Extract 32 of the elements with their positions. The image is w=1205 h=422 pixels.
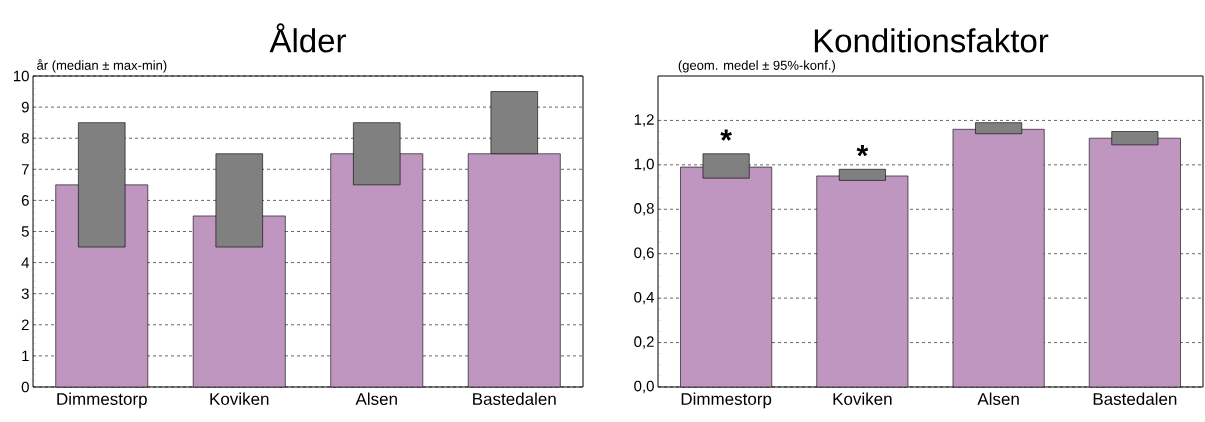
y-tick-label: 8 xyxy=(21,132,29,144)
y-tick-label: 1,2 xyxy=(634,114,654,127)
y-tick-label: 10 xyxy=(13,70,29,82)
y-tick-label: 9 xyxy=(21,101,29,113)
annotation: * xyxy=(856,145,869,157)
y-tick-label: 0,2 xyxy=(634,336,654,349)
annotation: * xyxy=(720,129,732,141)
x-tick-label: Koviken xyxy=(210,392,269,406)
chart-title: Konditionsfaktor xyxy=(814,28,1049,53)
x-tick-label: Alsen xyxy=(355,392,397,406)
y-tick-label: 7 xyxy=(21,164,29,175)
y-tick-label: 2 xyxy=(21,319,29,331)
x-tick-label: Dimmestorp xyxy=(681,392,772,409)
y-tick-label: 5 xyxy=(21,226,29,237)
y-tick-label: 1,0 xyxy=(634,158,654,172)
y-tick-label: 0 xyxy=(21,381,29,393)
y-tick-label: 0,4 xyxy=(634,291,655,305)
y-axis-title: år (median ± max-min) xyxy=(37,59,167,73)
y-axis-title: (geom. medel ± 95%-konf.) xyxy=(678,60,835,73)
y-tick-label: 3 xyxy=(21,288,29,299)
x-tick-label: Alsen xyxy=(977,392,1019,406)
x-tick-label: Bastedalen xyxy=(1093,392,1177,406)
y-tick-label: 6 xyxy=(21,195,29,206)
x-tick-label: Koviken xyxy=(833,392,892,406)
y-tick-label: 0,8 xyxy=(634,203,654,216)
chart-title: Ålder xyxy=(269,23,346,53)
x-tick-label: Dimmestorp xyxy=(57,392,147,409)
y-tick-label: 1 xyxy=(22,350,29,362)
x-tick-label: Bastedalen xyxy=(473,392,556,406)
y-tick-label: 0,0 xyxy=(634,380,654,394)
y-tick-label: 0,6 xyxy=(634,247,654,260)
y-tick-label: 4 xyxy=(21,257,30,268)
